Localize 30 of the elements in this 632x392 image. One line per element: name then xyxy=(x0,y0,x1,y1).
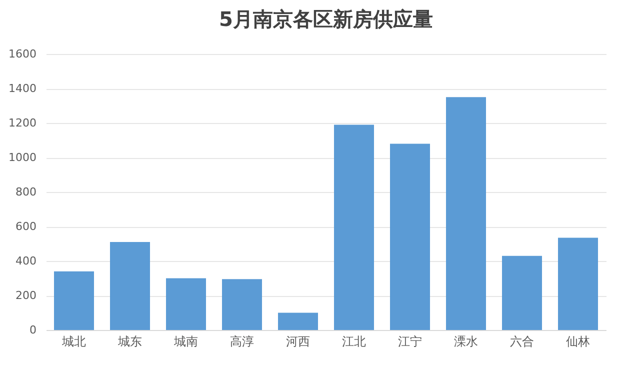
x-tick-label: 城东 xyxy=(117,334,142,348)
x-tick-label: 城北 xyxy=(61,334,86,348)
y-tick-label: 1400 xyxy=(8,82,36,95)
y-tick-label: 200 xyxy=(16,289,36,302)
y-tick-label: 400 xyxy=(16,254,36,268)
x-tick-label: 仙林 xyxy=(566,334,590,348)
bar xyxy=(390,144,430,330)
bar xyxy=(502,256,542,330)
x-tick-label: 河西 xyxy=(286,334,310,348)
bar xyxy=(166,278,206,330)
y-tick-label: 1000 xyxy=(8,151,36,164)
y-tick-label: 600 xyxy=(16,220,36,233)
x-tick-label: 江宁 xyxy=(398,334,422,348)
bar xyxy=(54,271,94,330)
y-tick-label: 0 xyxy=(30,324,36,336)
x-tick-label: 溧水 xyxy=(454,334,478,348)
chart-title: 5月南京各区新房供应量 xyxy=(219,7,433,31)
x-tick-label: 江北 xyxy=(342,334,366,348)
bar xyxy=(446,97,486,330)
bar xyxy=(222,279,262,330)
x-tick-label: 六合 xyxy=(510,334,534,348)
y-tick-label: 800 xyxy=(16,186,36,198)
bar xyxy=(110,242,150,330)
y-tick-label: 1600 xyxy=(8,48,36,60)
bar xyxy=(558,238,598,330)
bar xyxy=(278,312,318,330)
bar xyxy=(334,124,374,330)
x-tick-label: 高淳 xyxy=(230,334,254,348)
x-tick-label: 城南 xyxy=(173,334,198,348)
y-tick-label: 1200 xyxy=(8,116,36,130)
